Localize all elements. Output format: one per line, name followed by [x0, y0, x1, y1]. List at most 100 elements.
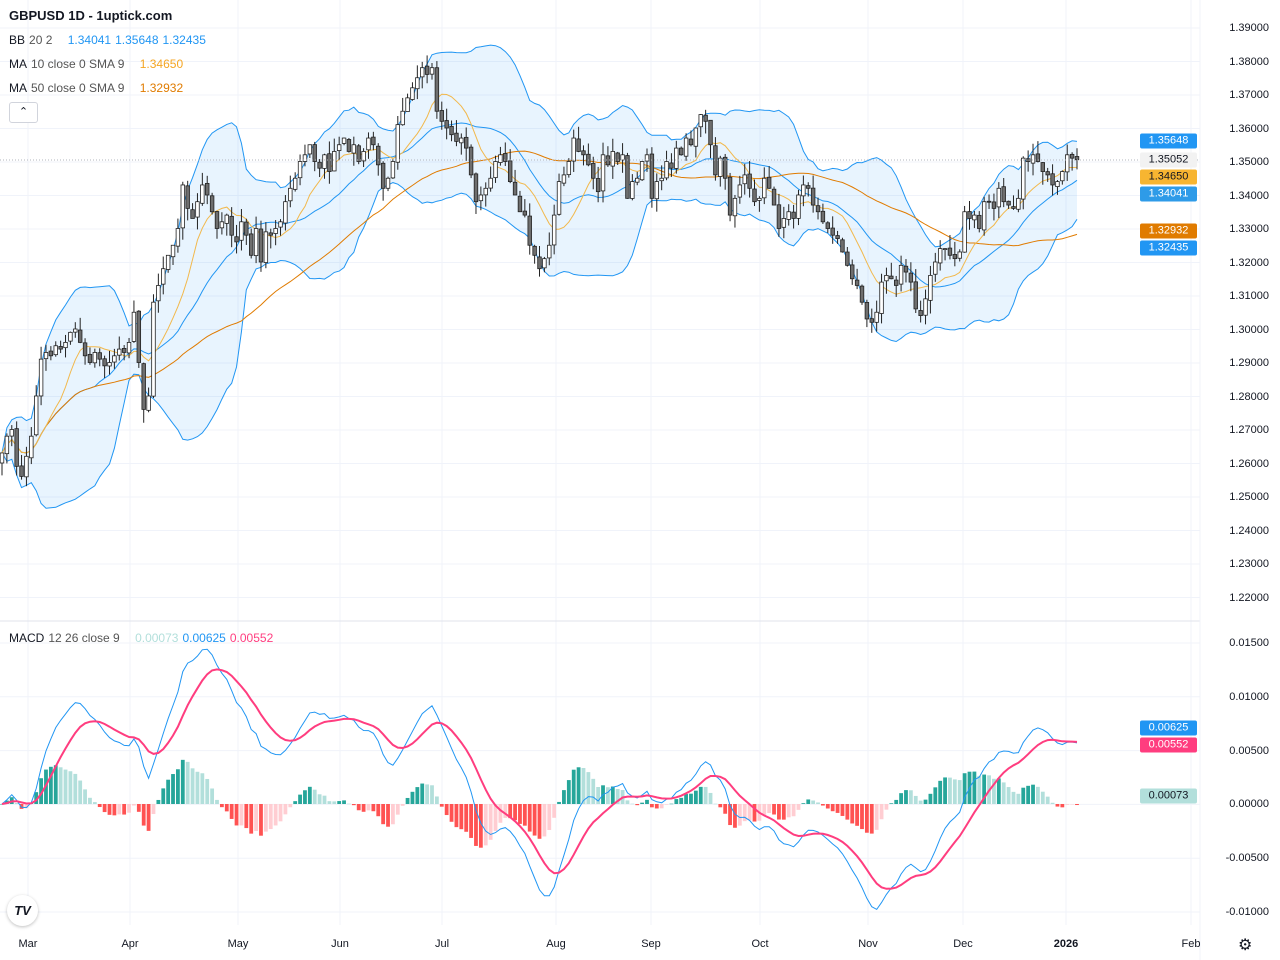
tradingview-logo[interactable]: TV — [7, 895, 38, 926]
macd-histogram-bar — [386, 804, 390, 827]
macd-histogram-bar — [171, 774, 175, 804]
macd-histogram-bar — [322, 795, 327, 804]
gear-icon[interactable]: ⚙ — [1238, 937, 1253, 954]
macd-histogram-bar — [132, 804, 136, 806]
price-tick-label: 1.34000 — [1229, 189, 1269, 202]
tag-macd: 0.00625 — [1140, 720, 1197, 736]
candle-body — [820, 210, 826, 223]
candle-body — [708, 119, 713, 146]
macd-histogram-bar — [14, 803, 19, 804]
macd-histogram-bar — [801, 803, 806, 804]
macd-histogram-bar — [268, 804, 273, 830]
collapse-legend-button[interactable]: ⌃ — [9, 102, 38, 123]
macd-histogram-bar — [122, 804, 127, 815]
candle-body — [766, 176, 772, 189]
candle-body — [781, 218, 787, 228]
macd-tick-label: 0.01500 — [1229, 637, 1269, 649]
candle-body — [937, 248, 943, 264]
macd-histogram-bar — [469, 804, 473, 838]
candle-body — [625, 155, 630, 199]
macd-histogram-bar — [1070, 804, 1075, 805]
macd-histogram-bar — [400, 804, 405, 806]
price-tick-label: 1.38000 — [1229, 55, 1269, 68]
macd-histogram-bar — [952, 779, 957, 804]
macd-histogram-bar — [913, 795, 918, 804]
bb-label: BB — [9, 33, 26, 47]
candle-body — [610, 151, 615, 167]
bollinger-band-fill — [2, 45, 1077, 509]
legend-bb[interactable]: BB 20 2 1.34041 1.35648 1.32435 — [9, 33, 210, 47]
candle-body — [297, 161, 303, 179]
candle-body — [722, 156, 728, 179]
price-tick-label: 1.26000 — [1229, 457, 1269, 470]
macd-histogram-bar — [263, 804, 268, 832]
macd-histogram-bar — [703, 786, 708, 804]
macd-histogram-bar — [884, 804, 889, 810]
candle-body — [615, 152, 620, 162]
candle-body — [165, 254, 171, 270]
tag-ma50: 1.32932 — [1140, 223, 1197, 239]
candle-body — [1065, 154, 1070, 173]
macd-histogram-bar — [571, 769, 576, 804]
macd-histogram-bar — [874, 804, 879, 830]
candle-body — [253, 228, 259, 257]
candle-body — [317, 161, 322, 169]
macd-histogram-bar — [156, 799, 161, 804]
macd-histogram-bar — [53, 765, 58, 804]
time-tick-label: Feb — [1181, 938, 1201, 950]
candle-body — [468, 146, 474, 176]
candle-body — [136, 310, 142, 363]
ma10-params: 10 close 0 SMA 9 — [31, 57, 125, 71]
macd-histogram-bar — [92, 802, 97, 804]
macd-histogram-bar — [83, 789, 87, 804]
macd-histogram-bar — [327, 801, 332, 804]
legend-ma50[interactable]: MA 50 close 0 SMA 9 1.32932 — [9, 81, 187, 95]
candle-body — [454, 132, 459, 142]
macd-tick-label: 0.00500 — [1229, 744, 1269, 757]
candle-body — [952, 254, 958, 260]
macd-histogram-bar — [97, 804, 102, 808]
candle-body — [933, 261, 938, 275]
candle-body — [996, 187, 1002, 208]
candle-body — [473, 173, 479, 203]
macd-histogram-bar — [972, 771, 977, 804]
candle-body — [34, 395, 39, 436]
macd-histogram-bar — [249, 804, 254, 834]
candle-body — [131, 311, 137, 342]
macd-histogram-bar — [200, 773, 205, 804]
candle-body — [566, 161, 572, 176]
candle-body — [444, 120, 449, 129]
candle-body — [371, 136, 376, 146]
candle-body — [810, 187, 816, 206]
candle-body — [239, 221, 244, 241]
candle-body — [639, 161, 645, 181]
candle-body — [14, 428, 19, 467]
candle-body — [97, 352, 102, 360]
candle-body — [928, 274, 933, 301]
macd-histogram-bar — [347, 803, 351, 805]
candle-body — [600, 154, 606, 192]
candle-body — [224, 214, 229, 224]
candle-body — [107, 362, 112, 367]
candle-body — [73, 328, 78, 333]
candle-body — [63, 341, 68, 349]
macd-histogram-bar — [464, 804, 469, 832]
candle-body — [292, 177, 298, 190]
macd-histogram-bar — [664, 804, 669, 805]
candle-body — [718, 157, 723, 177]
candle-body — [762, 177, 767, 199]
candle-body — [786, 211, 791, 220]
macd-histogram-bar — [689, 793, 693, 804]
legend-macd[interactable]: MACD 12 26 close 9 0.00073 0.00625 0.00552 — [9, 631, 277, 645]
macd-signal-line — [1, 668, 1078, 890]
candle-body — [962, 211, 967, 253]
legend-ma10[interactable]: MA 10 close 0 SMA 9 1.34650 — [9, 57, 187, 71]
candle-body — [92, 352, 98, 364]
macd-histogram-bar — [649, 804, 654, 808]
candle-body — [141, 363, 146, 410]
candle-body — [918, 310, 923, 317]
macd-histogram-bar — [127, 804, 131, 813]
candle-body — [542, 258, 547, 269]
macd-histogram-bar — [283, 804, 288, 815]
